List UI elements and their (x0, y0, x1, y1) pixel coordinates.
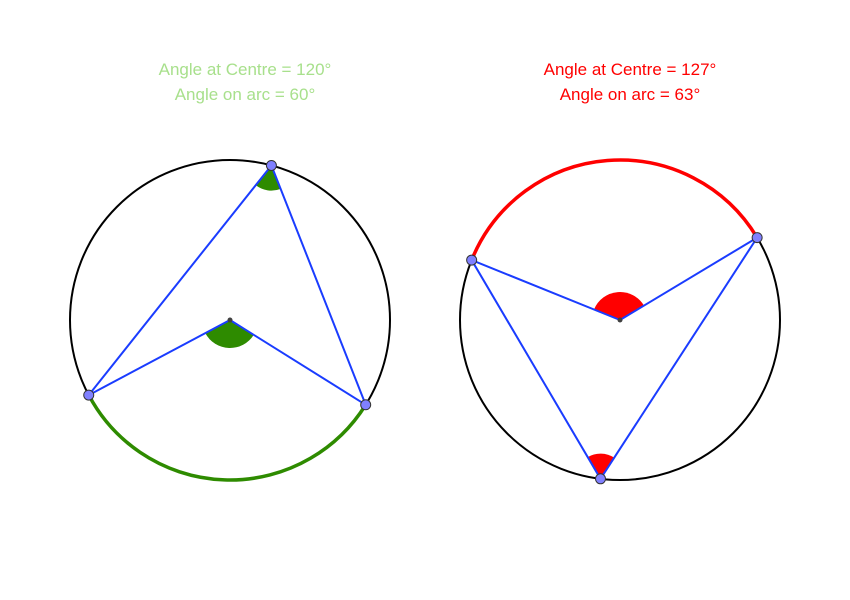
chord-line (89, 165, 272, 395)
diagram-canvas (0, 0, 850, 600)
chord-line (620, 238, 757, 320)
highlight-arc (89, 395, 366, 480)
chord-line (89, 320, 230, 395)
centre-point[interactable] (618, 318, 623, 323)
chord-line (230, 320, 366, 405)
draggable-point[interactable] (266, 160, 276, 170)
chord-line (472, 260, 620, 320)
chord-line (472, 260, 601, 479)
draggable-point[interactable] (361, 400, 371, 410)
draggable-point[interactable] (84, 390, 94, 400)
highlight-arc (472, 160, 757, 260)
draggable-point[interactable] (752, 233, 762, 243)
chord-line (601, 238, 758, 479)
draggable-point[interactable] (467, 255, 477, 265)
centre-point[interactable] (228, 318, 233, 323)
draggable-point[interactable] (596, 474, 606, 484)
chord-line (271, 165, 365, 404)
